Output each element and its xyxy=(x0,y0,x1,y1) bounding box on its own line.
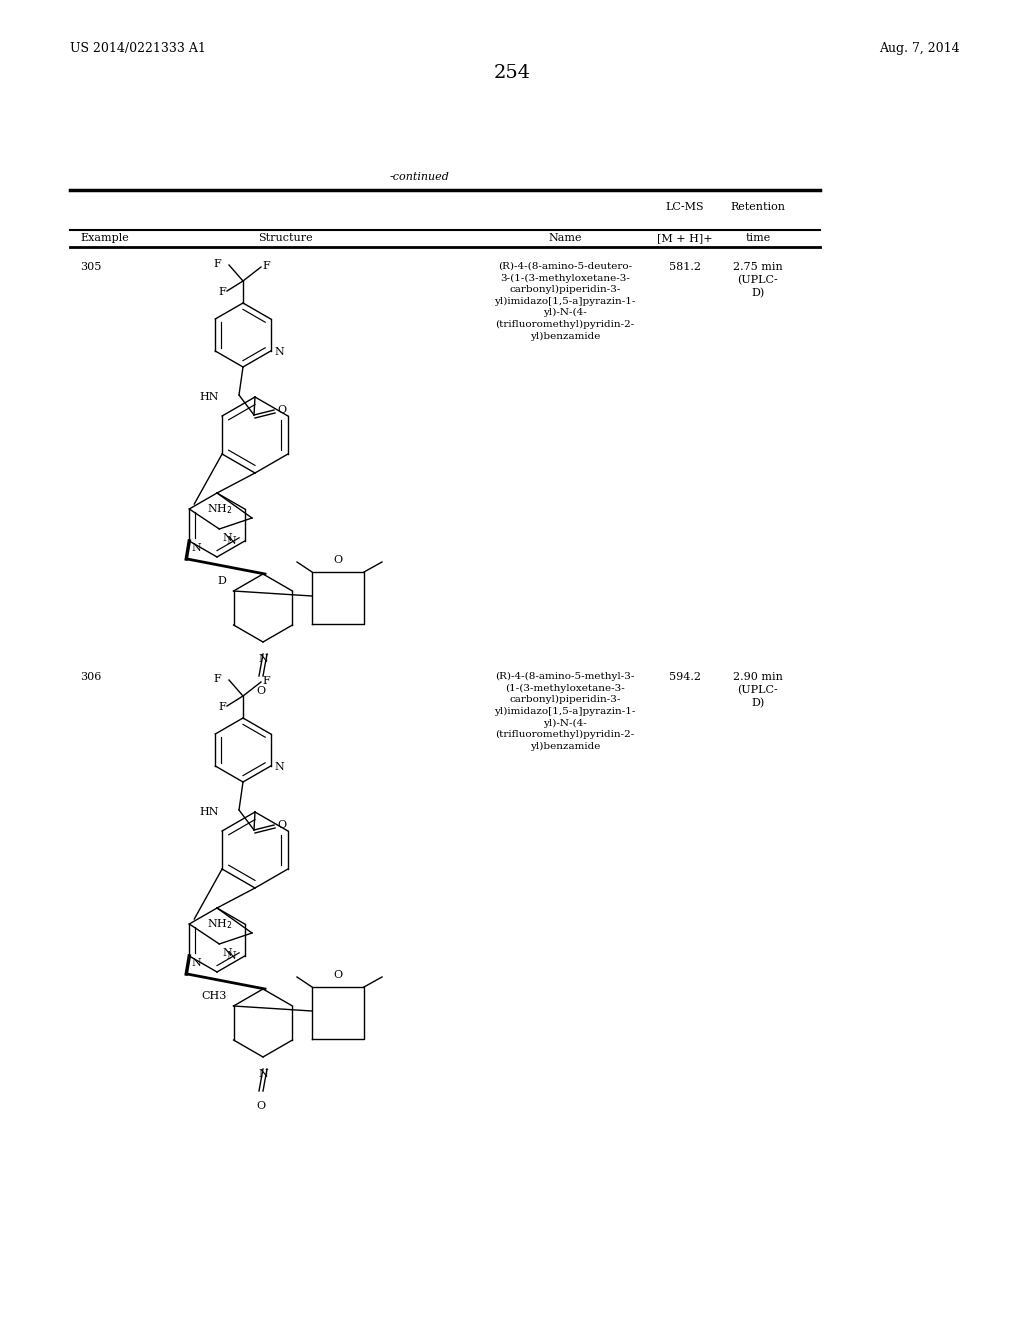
Text: HN: HN xyxy=(200,392,219,403)
Text: time: time xyxy=(745,234,771,243)
Text: Name: Name xyxy=(548,234,582,243)
Text: N: N xyxy=(191,543,201,553)
Text: F: F xyxy=(262,676,269,686)
Text: Retention: Retention xyxy=(730,202,785,213)
Text: 2.90 min
(UPLC-
D): 2.90 min (UPLC- D) xyxy=(733,672,783,709)
Text: Structure: Structure xyxy=(258,234,312,243)
Text: O: O xyxy=(256,686,265,696)
Text: O: O xyxy=(278,405,286,414)
Text: NH$_2$: NH$_2$ xyxy=(207,917,232,931)
Text: F: F xyxy=(218,286,226,297)
Text: O: O xyxy=(278,820,286,830)
Text: F: F xyxy=(213,259,221,269)
Text: 305: 305 xyxy=(80,261,101,272)
Text: F: F xyxy=(218,702,226,711)
Text: 581.2: 581.2 xyxy=(669,261,701,272)
Text: (R)-4-(8-amino-5-deutero-
3-(1-(3-methyloxetane-3-
carbonyl)piperidin-3-
yl)imid: (R)-4-(8-amino-5-deutero- 3-(1-(3-methyl… xyxy=(495,261,636,341)
Text: D: D xyxy=(218,576,226,586)
Text: -continued: -continued xyxy=(390,172,450,182)
Text: US 2014/0221333 A1: US 2014/0221333 A1 xyxy=(70,42,206,55)
Text: N: N xyxy=(222,948,232,958)
Text: (R)-4-(8-amino-5-methyl-3-
(1-(3-methyloxetane-3-
carbonyl)piperidin-3-
yl)imida: (R)-4-(8-amino-5-methyl-3- (1-(3-methylo… xyxy=(495,672,636,751)
Text: F: F xyxy=(262,261,269,271)
Text: 254: 254 xyxy=(494,63,530,82)
Text: N: N xyxy=(274,347,285,356)
Text: O: O xyxy=(256,1101,265,1111)
Text: N: N xyxy=(227,950,237,961)
Text: 2.75 min
(UPLC-
D): 2.75 min (UPLC- D) xyxy=(733,261,783,298)
Text: Example: Example xyxy=(80,234,129,243)
Text: O: O xyxy=(334,554,343,565)
Text: O: O xyxy=(334,970,343,979)
Text: F: F xyxy=(213,675,221,684)
Text: N: N xyxy=(227,536,237,546)
Text: Aug. 7, 2014: Aug. 7, 2014 xyxy=(880,42,961,55)
Text: 594.2: 594.2 xyxy=(669,672,701,682)
Text: N: N xyxy=(258,1069,268,1078)
Text: N: N xyxy=(222,533,232,543)
Text: CH3: CH3 xyxy=(202,991,226,1001)
Text: N: N xyxy=(274,762,285,772)
Text: N: N xyxy=(258,653,268,664)
Text: HN: HN xyxy=(200,807,219,817)
Text: LC-MS: LC-MS xyxy=(666,202,705,213)
Text: N: N xyxy=(191,958,201,968)
Text: [M + H]+: [M + H]+ xyxy=(657,234,713,243)
Text: 306: 306 xyxy=(80,672,101,682)
Text: NH$_2$: NH$_2$ xyxy=(207,502,232,516)
